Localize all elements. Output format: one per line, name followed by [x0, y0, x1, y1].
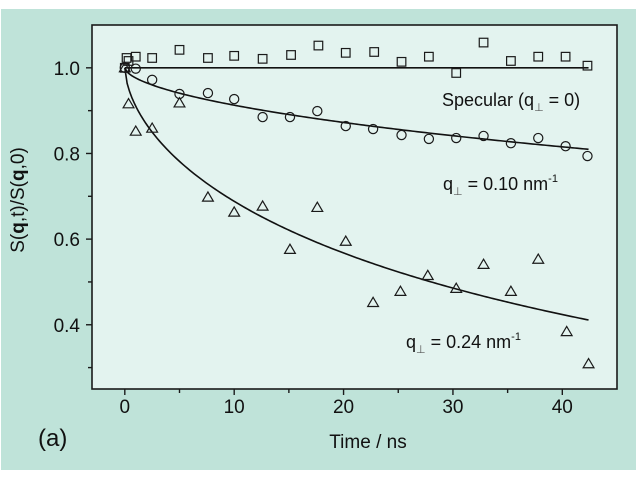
- triangle-marker: [366, 296, 380, 308]
- circle-marker: [202, 87, 214, 99]
- triangle-marker: [145, 121, 159, 133]
- square-marker: [396, 56, 407, 67]
- series-annotations: Specular (q⊥ = 0) q⊥ = 0.10 nm-1 q⊥ = 0.24…: [406, 90, 580, 356]
- triangle-marker: [449, 281, 463, 293]
- x-tick-label: 10: [224, 397, 245, 418]
- annotation-specular: Specular (q⊥ = 0): [442, 90, 580, 114]
- square-marker: [203, 53, 213, 63]
- square-marker: [174, 44, 185, 55]
- circle-marker: [228, 93, 240, 105]
- plot-area: [92, 25, 617, 389]
- y-tick-labels: 0.4 0.6 0.8 1.0: [54, 59, 81, 337]
- x-tick-label: 20: [333, 397, 354, 418]
- circle-marker: [146, 74, 158, 86]
- fit-curves: [124, 67, 589, 321]
- triangle-marker: [477, 257, 491, 269]
- fit-curve-circle: [124, 67, 589, 151]
- circle-marker: [451, 132, 462, 144]
- y-tick-label: 0.4: [54, 316, 81, 337]
- circle-marker: [560, 140, 571, 152]
- triangle-marker: [339, 234, 353, 246]
- y-tick-label: 0.8: [54, 144, 80, 165]
- triangle-marker: [227, 205, 241, 217]
- circle-marker: [396, 129, 407, 141]
- fit-curve-triangle: [124, 67, 589, 321]
- triangle-marker: [129, 124, 143, 136]
- x-tick-label: 0: [120, 397, 131, 418]
- y-tick-label: 0.6: [54, 230, 80, 251]
- circle-marker: [478, 130, 489, 142]
- square-marker: [560, 51, 571, 62]
- triangle-marker: [504, 284, 518, 296]
- square-marker: [340, 47, 351, 58]
- circle-marker: [340, 120, 351, 132]
- circle-marker: [505, 137, 517, 149]
- square-marker: [533, 51, 544, 62]
- x-tick-label: 40: [552, 397, 573, 418]
- triangle-marker: [256, 199, 270, 211]
- square-marker: [257, 53, 268, 64]
- square-marker: [147, 53, 158, 63]
- square-marker: [369, 47, 380, 57]
- triangle-marker: [283, 243, 297, 254]
- square-marker: [130, 51, 141, 62]
- triangle-marker: [560, 325, 574, 337]
- square-marker: [451, 68, 462, 78]
- square-marker: [506, 56, 516, 66]
- square-marker: [313, 40, 324, 51]
- circle-marker: [423, 133, 435, 145]
- plot-frame: [91, 24, 618, 390]
- triangle-marker: [393, 284, 407, 296]
- square-marker: [423, 51, 434, 62]
- x-tick-label: 30: [442, 397, 463, 418]
- x-axis-label: Time / ns: [329, 432, 406, 453]
- y-axis-label: S(q,t)/S(q,0): [8, 147, 29, 253]
- axis-ticks: [86, 67, 564, 395]
- x-tick-labels: 0 10 20 30 40: [120, 397, 573, 418]
- circle-marker: [367, 123, 379, 135]
- data-markers: [118, 37, 596, 369]
- circle-marker: [130, 63, 141, 74]
- square-marker: [582, 60, 593, 71]
- triangle-marker: [173, 96, 186, 108]
- triangle-marker: [201, 190, 215, 202]
- triangle-marker: [118, 61, 132, 73]
- square-marker: [286, 50, 296, 60]
- circle-marker: [582, 150, 593, 162]
- square-marker: [229, 50, 240, 61]
- panel-label: (a): [38, 425, 67, 452]
- circle-marker: [312, 105, 323, 117]
- y-tick-label: 1.0: [54, 59, 80, 80]
- triangle-marker: [310, 201, 324, 213]
- triangle-marker: [421, 269, 435, 281]
- triangle-marker: [122, 97, 135, 109]
- circle-marker: [284, 111, 296, 123]
- triangle-marker: [531, 252, 545, 264]
- circle-marker: [257, 111, 268, 123]
- triangle-marker: [582, 357, 596, 369]
- annotation-q010: q⊥ = 0.10 nm-1: [443, 173, 558, 198]
- square-marker: [478, 37, 489, 48]
- annotation-q024: q⊥ = 0.24 nm-1: [406, 331, 521, 356]
- circle-marker: [533, 132, 544, 144]
